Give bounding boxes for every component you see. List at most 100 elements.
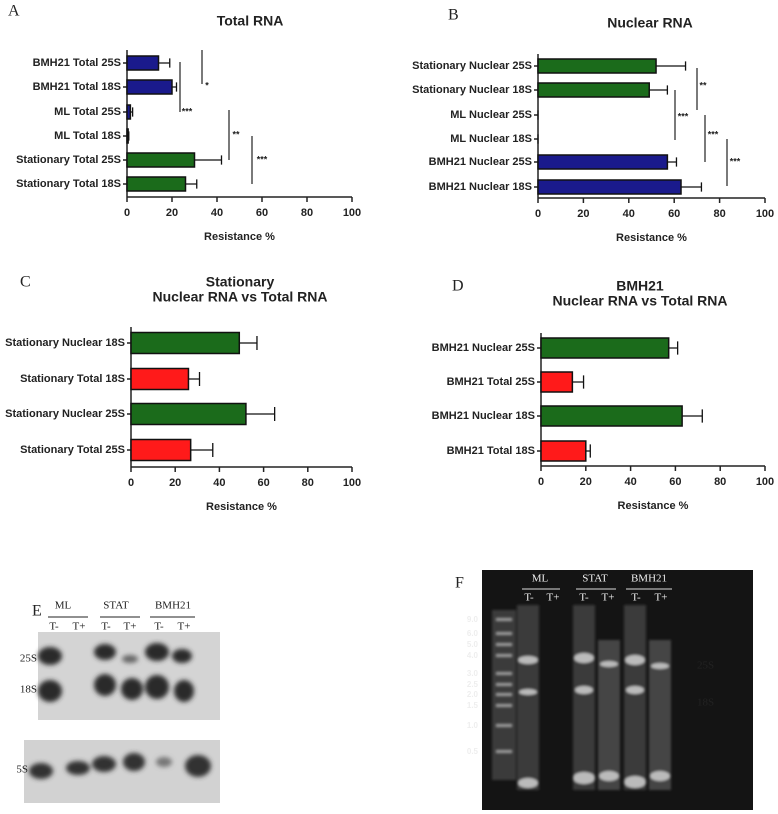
y-tick-label: BMH21 Nuclear 25S xyxy=(432,342,535,354)
group-label: ML xyxy=(55,600,72,612)
y-tick-label: Stationary Total 25S xyxy=(20,444,125,456)
ladder-label: 6.0 xyxy=(467,629,479,638)
panel-label: D xyxy=(452,278,464,295)
ladder-label: 2.5 xyxy=(467,680,479,689)
x-axis-title: Resistance % xyxy=(618,500,689,512)
bar xyxy=(537,82,650,98)
bar xyxy=(130,331,241,355)
band-label: 18S xyxy=(697,697,714,709)
x-tick-label: 0 xyxy=(538,476,544,488)
panel-label: B xyxy=(448,7,459,24)
error-bar xyxy=(245,407,276,421)
group-label: STAT xyxy=(582,573,608,585)
bar xyxy=(540,371,574,393)
panel-label: F xyxy=(455,575,464,592)
blot xyxy=(38,632,220,720)
chart-title: Nuclear RNA xyxy=(607,15,693,31)
panel-label: C xyxy=(20,274,31,291)
y-tick-label: ML Nuclear 18S xyxy=(450,133,532,145)
bands xyxy=(38,643,194,702)
x-tick-label: 80 xyxy=(713,208,725,220)
x-tick-label: 80 xyxy=(714,476,726,488)
chart-title: Total RNA xyxy=(217,13,284,29)
error-bar xyxy=(585,444,591,458)
error-bar xyxy=(194,155,223,165)
gel-e: E ML STAT BMH21 T- T+ T- T+ T- T+ 25S 18… xyxy=(16,600,220,803)
bar xyxy=(126,128,129,144)
bar xyxy=(540,405,683,427)
bar xyxy=(537,154,669,170)
y-tick-label: Stationary Total 25S xyxy=(16,154,121,166)
x-tick-label: 40 xyxy=(213,477,225,489)
ladder-label: 3.0 xyxy=(467,669,479,678)
y-tick-label: ML Nuclear 25S xyxy=(450,109,532,121)
lane-label: T- xyxy=(631,592,641,604)
x-tick-label: 60 xyxy=(669,476,681,488)
bar xyxy=(126,79,173,95)
y-tick-label: BMH21 Total 18S xyxy=(33,81,121,93)
x-tick-label: 100 xyxy=(343,477,361,489)
x-tick-label: 0 xyxy=(124,207,130,219)
significance-label: * xyxy=(205,80,209,90)
gel-f: F ML STAT BMH21 T- T+ T- T+ T- T+ xyxy=(455,570,753,810)
error-bar xyxy=(172,82,178,92)
y-tick-label: Stationary Total 18S xyxy=(20,373,125,385)
lane-label: T+ xyxy=(602,592,615,604)
bar xyxy=(537,58,657,74)
lane-label: T- xyxy=(524,592,534,604)
x-axis-title: Resistance % xyxy=(616,232,687,244)
x-tick-label: 20 xyxy=(577,208,589,220)
error-bar xyxy=(239,336,258,350)
y-tick-label: BMH21 Nuclear 18S xyxy=(429,181,532,193)
error-bar xyxy=(190,443,214,457)
lane-label: T- xyxy=(154,621,164,633)
bar xyxy=(126,104,132,120)
error-bar xyxy=(188,372,201,386)
significance-label: ** xyxy=(232,129,240,139)
x-tick-label: 40 xyxy=(623,208,635,220)
y-tick-label: BMH21 Total 25S xyxy=(447,376,535,388)
lane-label: T- xyxy=(579,592,589,604)
band-label: 25S xyxy=(697,660,714,672)
chart-subtitle: Nuclear RNA vs Total RNA xyxy=(152,289,327,305)
significance-label: *** xyxy=(708,129,719,139)
x-tick-label: 20 xyxy=(169,477,181,489)
y-tick-label: Stationary Nuclear 18S xyxy=(5,337,125,349)
x-tick-label: 40 xyxy=(211,207,223,219)
bar xyxy=(126,152,196,168)
y-tick-label: BMH21 Nuclear 25S xyxy=(429,156,532,168)
x-tick-label: 0 xyxy=(535,208,541,220)
significance-label: ** xyxy=(699,80,707,90)
ladder-label: 9.0 xyxy=(467,615,479,624)
bands xyxy=(29,753,211,779)
x-axis-title: Resistance % xyxy=(206,501,277,513)
gel-bands xyxy=(492,605,671,790)
significance-label: *** xyxy=(678,111,689,121)
lane-label: T- xyxy=(49,621,59,633)
chart-subtitle: Nuclear RNA vs Total RNA xyxy=(552,293,727,309)
bar xyxy=(126,55,160,71)
lane-label: T+ xyxy=(73,621,86,633)
band-label: 18S xyxy=(20,684,37,696)
bar xyxy=(130,438,192,462)
x-axis-title: Resistance % xyxy=(204,231,275,243)
x-tick-label: 100 xyxy=(756,208,774,220)
bar xyxy=(130,367,190,391)
error-bar xyxy=(682,409,703,423)
error-bar xyxy=(649,85,669,95)
error-bar xyxy=(681,182,703,192)
bar xyxy=(126,176,187,192)
error-bar xyxy=(656,61,687,71)
bar xyxy=(540,337,670,359)
lane-label: T+ xyxy=(655,592,668,604)
group-label: ML xyxy=(532,573,549,585)
group-label: BMH21 xyxy=(155,600,191,612)
x-tick-label: 60 xyxy=(256,207,268,219)
ladder-label: 2.0 xyxy=(467,690,479,699)
x-tick-label: 80 xyxy=(301,207,313,219)
significance-label: *** xyxy=(730,156,741,166)
error-bar xyxy=(158,58,171,68)
error-bar xyxy=(128,131,130,141)
y-tick-label: Stationary Nuclear 25S xyxy=(5,408,125,420)
